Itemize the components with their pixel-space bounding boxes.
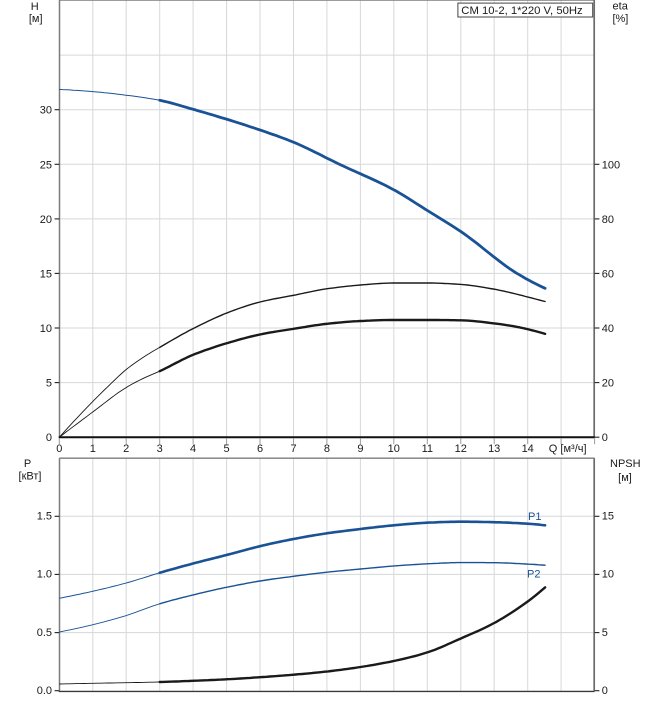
- svg-text:8: 8: [324, 443, 330, 455]
- svg-text:0: 0: [602, 685, 608, 697]
- svg-text:10: 10: [602, 569, 614, 581]
- svg-text:2: 2: [123, 443, 129, 455]
- svg-text:3: 3: [157, 443, 163, 455]
- svg-text:15: 15: [602, 511, 614, 523]
- svg-text:4: 4: [190, 443, 196, 455]
- svg-text:[%]: [%]: [612, 13, 628, 25]
- svg-text:P2: P2: [527, 568, 540, 580]
- svg-text:0.5: 0.5: [37, 627, 52, 639]
- svg-text:P1: P1: [528, 511, 541, 523]
- svg-text:80: 80: [602, 214, 614, 226]
- svg-text:100: 100: [602, 159, 620, 171]
- svg-text:15: 15: [40, 268, 52, 280]
- svg-text:9: 9: [357, 443, 363, 455]
- svg-text:P: P: [24, 458, 31, 470]
- svg-text:30: 30: [40, 105, 52, 117]
- svg-text:60: 60: [602, 268, 614, 280]
- svg-text:Q [м³/ч]: Q [м³/ч]: [549, 443, 587, 455]
- svg-text:20: 20: [602, 378, 614, 390]
- svg-text:0.0: 0.0: [37, 685, 52, 697]
- svg-text:CM 10-2, 1*220 V, 50Hz: CM 10-2, 1*220 V, 50Hz: [461, 5, 583, 17]
- svg-text:11: 11: [422, 443, 433, 455]
- svg-text:1.0: 1.0: [37, 569, 52, 581]
- svg-text:[кВт]: [кВт]: [19, 470, 42, 482]
- svg-text:10: 10: [40, 323, 52, 335]
- svg-text:5: 5: [46, 378, 52, 390]
- svg-text:1: 1: [90, 443, 96, 455]
- svg-text:20: 20: [40, 214, 52, 226]
- svg-text:0: 0: [602, 432, 608, 444]
- svg-text:0: 0: [56, 443, 62, 455]
- svg-text:1.5: 1.5: [37, 511, 52, 523]
- svg-text:40: 40: [602, 323, 614, 335]
- svg-text:NPSH: NPSH: [610, 458, 641, 470]
- svg-text:14: 14: [522, 443, 534, 455]
- svg-text:eta: eta: [613, 0, 629, 12]
- svg-text:25: 25: [40, 159, 52, 171]
- svg-text:5: 5: [224, 443, 230, 455]
- svg-text:[м]: [м]: [618, 472, 632, 484]
- svg-text:12: 12: [455, 443, 467, 455]
- svg-text:5: 5: [602, 627, 608, 639]
- svg-text:6: 6: [257, 443, 263, 455]
- svg-text:H: H: [31, 1, 39, 13]
- svg-text:10: 10: [388, 443, 400, 455]
- svg-text:7: 7: [290, 443, 296, 455]
- svg-text:0: 0: [46, 432, 52, 444]
- svg-text:[м]: [м]: [29, 13, 43, 25]
- svg-text:13: 13: [488, 443, 500, 455]
